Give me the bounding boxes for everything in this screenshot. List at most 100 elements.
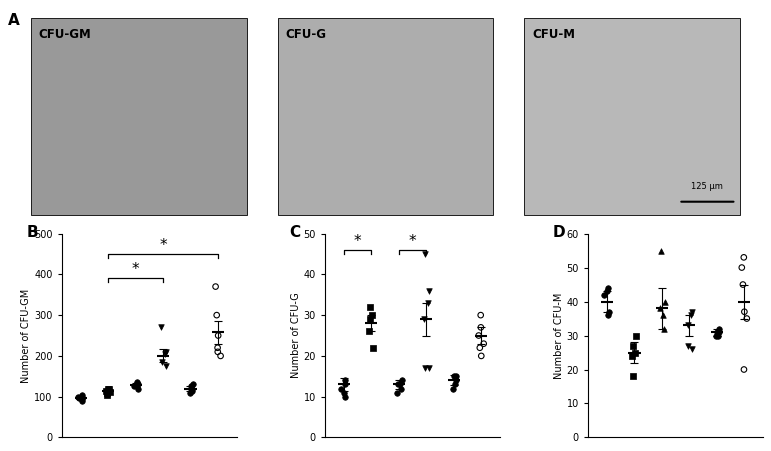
Text: *: * <box>409 234 416 249</box>
Point <box>155 324 167 331</box>
Y-axis label: Number of CFU-GM: Number of CFU-GM <box>22 288 32 382</box>
Text: *: * <box>354 234 362 249</box>
Point <box>712 332 724 339</box>
Point <box>212 332 224 339</box>
Point <box>132 385 144 392</box>
Point <box>473 332 485 339</box>
Point <box>602 312 614 319</box>
Point <box>392 381 404 388</box>
Point <box>736 264 748 271</box>
Point <box>477 340 490 347</box>
Point <box>394 381 406 388</box>
Y-axis label: Number of CFU-M: Number of CFU-M <box>554 292 564 379</box>
Point <box>475 324 487 331</box>
Point <box>685 345 698 353</box>
Point <box>474 312 487 319</box>
Point <box>738 254 750 261</box>
Point <box>156 359 168 366</box>
FancyBboxPatch shape <box>524 18 740 215</box>
Point <box>158 350 170 358</box>
Point <box>658 325 671 332</box>
Point <box>710 332 722 339</box>
Point <box>448 373 460 380</box>
Point <box>76 397 89 405</box>
Point <box>335 385 348 392</box>
Point <box>658 298 671 305</box>
Point <box>422 299 434 307</box>
Point <box>75 393 87 400</box>
Point <box>211 348 224 355</box>
Point <box>712 328 725 336</box>
Point <box>475 352 487 359</box>
Point <box>160 348 172 355</box>
Point <box>101 391 113 398</box>
Point <box>339 381 352 388</box>
Y-axis label: Number of CFU-G: Number of CFU-G <box>291 293 301 378</box>
Point <box>712 328 724 336</box>
FancyBboxPatch shape <box>278 18 493 215</box>
Point <box>741 315 753 322</box>
Point <box>655 247 667 254</box>
Point <box>473 344 486 351</box>
Point <box>601 284 614 291</box>
Point <box>627 373 639 380</box>
Point <box>713 325 726 332</box>
Point <box>186 387 198 394</box>
Point <box>103 388 116 396</box>
Point <box>628 349 641 356</box>
Point <box>210 283 222 290</box>
Point <box>363 328 375 335</box>
Point <box>367 344 379 351</box>
Point <box>187 385 199 392</box>
Point <box>185 383 197 390</box>
Point <box>396 377 408 384</box>
Point <box>129 382 141 389</box>
Point <box>338 389 350 396</box>
Point <box>187 381 199 388</box>
Point <box>630 332 642 339</box>
Text: B: B <box>26 226 39 240</box>
Point <box>183 389 196 396</box>
Point <box>602 308 614 315</box>
Point <box>73 394 86 401</box>
Text: 125 μm: 125 μm <box>692 182 723 191</box>
Point <box>657 312 669 319</box>
Point <box>601 288 613 295</box>
FancyBboxPatch shape <box>31 18 247 215</box>
Point <box>103 386 116 393</box>
Point <box>598 291 611 299</box>
Point <box>449 377 462 384</box>
Text: *: * <box>160 238 167 253</box>
Point <box>682 322 695 329</box>
Point <box>128 383 140 390</box>
Point <box>423 287 435 294</box>
Text: A: A <box>8 13 19 28</box>
Point <box>418 316 430 323</box>
Point <box>76 395 89 402</box>
Point <box>626 352 638 359</box>
Point <box>210 312 223 319</box>
Point <box>654 305 666 312</box>
Text: CFU-M: CFU-M <box>532 28 575 41</box>
Point <box>738 366 750 373</box>
Point <box>72 393 84 400</box>
Point <box>185 386 197 393</box>
Point <box>364 316 376 323</box>
Text: CFU-GM: CFU-GM <box>39 28 91 41</box>
Text: CFU-G: CFU-G <box>285 28 326 41</box>
Point <box>365 312 378 319</box>
Point <box>685 308 698 315</box>
Text: D: D <box>553 226 565 240</box>
Point <box>339 393 352 400</box>
Point <box>160 363 172 370</box>
Text: *: * <box>132 262 140 277</box>
Text: C: C <box>290 226 301 240</box>
Point <box>211 344 224 351</box>
Point <box>133 381 145 388</box>
Point <box>447 385 460 392</box>
Point <box>627 342 639 350</box>
Point <box>449 373 462 380</box>
Point <box>100 389 113 396</box>
Point <box>214 352 227 359</box>
Point <box>395 385 407 392</box>
